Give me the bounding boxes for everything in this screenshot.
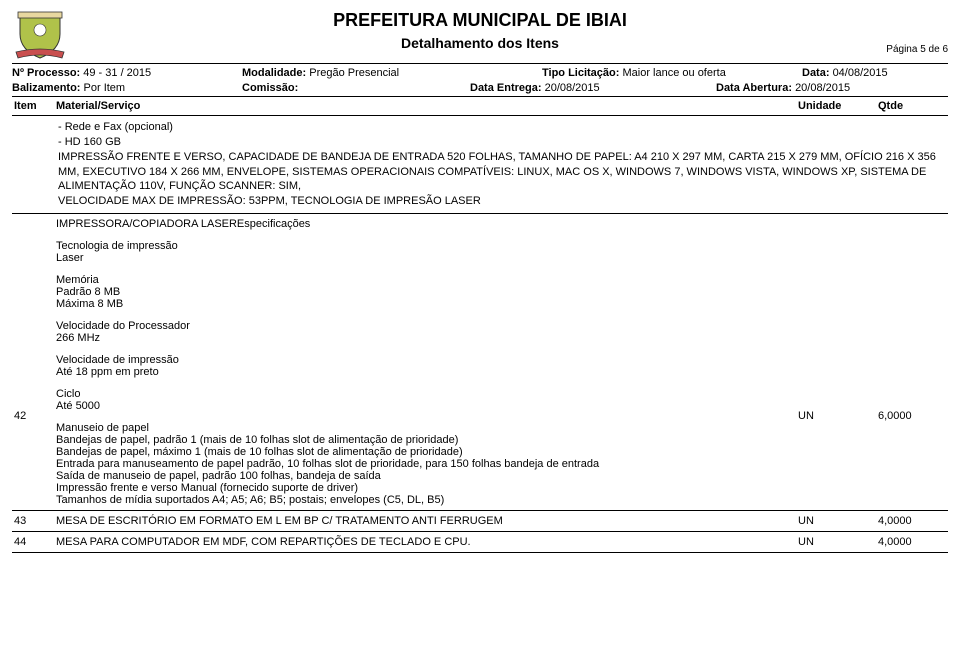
- continuation-spec: - Rede e Fax (opcional) - HD 160 GB IMPR…: [12, 116, 948, 213]
- item-qty: 4,0000: [878, 515, 948, 527]
- meta-cell: Comissão:: [242, 82, 470, 94]
- spec-cycle: Ciclo Até 5000: [56, 388, 792, 412]
- item-description: IMPRESSORA/COPIADORA LASEREspecificações…: [54, 218, 798, 506]
- document-header: PREFEITURA MUNICIPAL DE IBIAI Detalhamen…: [12, 10, 948, 51]
- org-title: PREFEITURA MUNICIPAL DE IBIAI: [12, 10, 948, 31]
- page-number: Página 5 de 6: [886, 44, 948, 55]
- meta-cell: Nº Processo: 49 - 31 / 2015: [12, 67, 242, 79]
- item-number: 43: [12, 515, 54, 527]
- meta-label: Modalidade:: [242, 67, 309, 79]
- col-unidade: Unidade: [798, 100, 878, 112]
- meta-value: 20/08/2015: [545, 82, 600, 94]
- col-qtde: Qtde: [878, 100, 948, 112]
- meta-row-1: Nº Processo: 49 - 31 / 2015Modalidade: P…: [12, 67, 948, 79]
- meta-label: Data:: [802, 67, 833, 79]
- item-qty: 6,0000: [878, 218, 948, 422]
- columns-header: Item Material/Serviço Unidade Qtde: [12, 96, 948, 116]
- item-description: MESA PARA COMPUTADOR EM MDF, COM REPARTI…: [54, 536, 798, 548]
- item-number: 44: [12, 536, 54, 548]
- municipal-logo: [12, 10, 68, 60]
- spec-tech: Tecnologia de impressão Laser: [56, 240, 792, 264]
- item-number: 42: [12, 218, 54, 422]
- shield-icon: [12, 10, 68, 60]
- meta-cell: Data Abertura: 20/08/2015: [716, 82, 942, 94]
- meta-value: 20/08/2015: [795, 82, 850, 94]
- col-material: Material/Serviço: [54, 100, 798, 112]
- item-qty: 4,0000: [878, 536, 948, 548]
- spec-title: IMPRESSORA/COPIADORA LASEREspecificações: [56, 218, 792, 230]
- spec-memory: Memória Padrão 8 MB Máxima 8 MB: [56, 274, 792, 310]
- meta-value: 04/08/2015: [833, 67, 888, 79]
- col-item: Item: [12, 100, 54, 112]
- doc-subtitle: Detalhamento dos Itens: [12, 35, 948, 51]
- meta-value: Pregão Presencial: [309, 67, 399, 79]
- meta-block: Nº Processo: 49 - 31 / 2015Modalidade: P…: [12, 63, 948, 94]
- meta-label: Nº Processo:: [12, 67, 83, 79]
- meta-row-2: Balizamento: Por ItemComissão: Data Entr…: [12, 82, 948, 94]
- item-unit: UN: [798, 218, 878, 422]
- meta-value: Maior lance ou oferta: [622, 67, 725, 79]
- item-unit: UN: [798, 536, 878, 548]
- meta-value: 49 - 31 / 2015: [83, 67, 151, 79]
- meta-value: Por Item: [84, 82, 126, 94]
- meta-cell: Balizamento: Por Item: [12, 82, 242, 94]
- spec-speed: Velocidade de impressão Até 18 ppm em pr…: [56, 354, 792, 378]
- meta-cell: Tipo Licitação: Maior lance ou oferta: [542, 67, 802, 79]
- spec-paper: Manuseio de papel Bandejas de papel, pad…: [56, 422, 792, 506]
- table-row: 44 MESA PARA COMPUTADOR EM MDF, COM REPA…: [12, 531, 948, 553]
- spec-processor: Velocidade do Processador 266 MHz: [56, 320, 792, 344]
- meta-cell: Data: 04/08/2015: [802, 67, 942, 79]
- meta-label: Data Entrega:: [470, 82, 545, 94]
- item-description: MESA DE ESCRITÓRIO EM FORMATO EM L EM BP…: [54, 515, 798, 527]
- meta-cell: Modalidade: Pregão Presencial: [242, 67, 542, 79]
- meta-label: Tipo Licitação:: [542, 67, 622, 79]
- item-unit: UN: [798, 515, 878, 527]
- meta-label: Data Abertura:: [716, 82, 795, 94]
- table-row: 42 IMPRESSORA/COPIADORA LASEREspecificaç…: [12, 213, 948, 510]
- meta-label: Balizamento:: [12, 82, 84, 94]
- meta-label: Comissão:: [242, 82, 298, 94]
- table-row: 43 MESA DE ESCRITÓRIO EM FORMATO EM L EM…: [12, 510, 948, 531]
- meta-cell: Data Entrega: 20/08/2015: [470, 82, 716, 94]
